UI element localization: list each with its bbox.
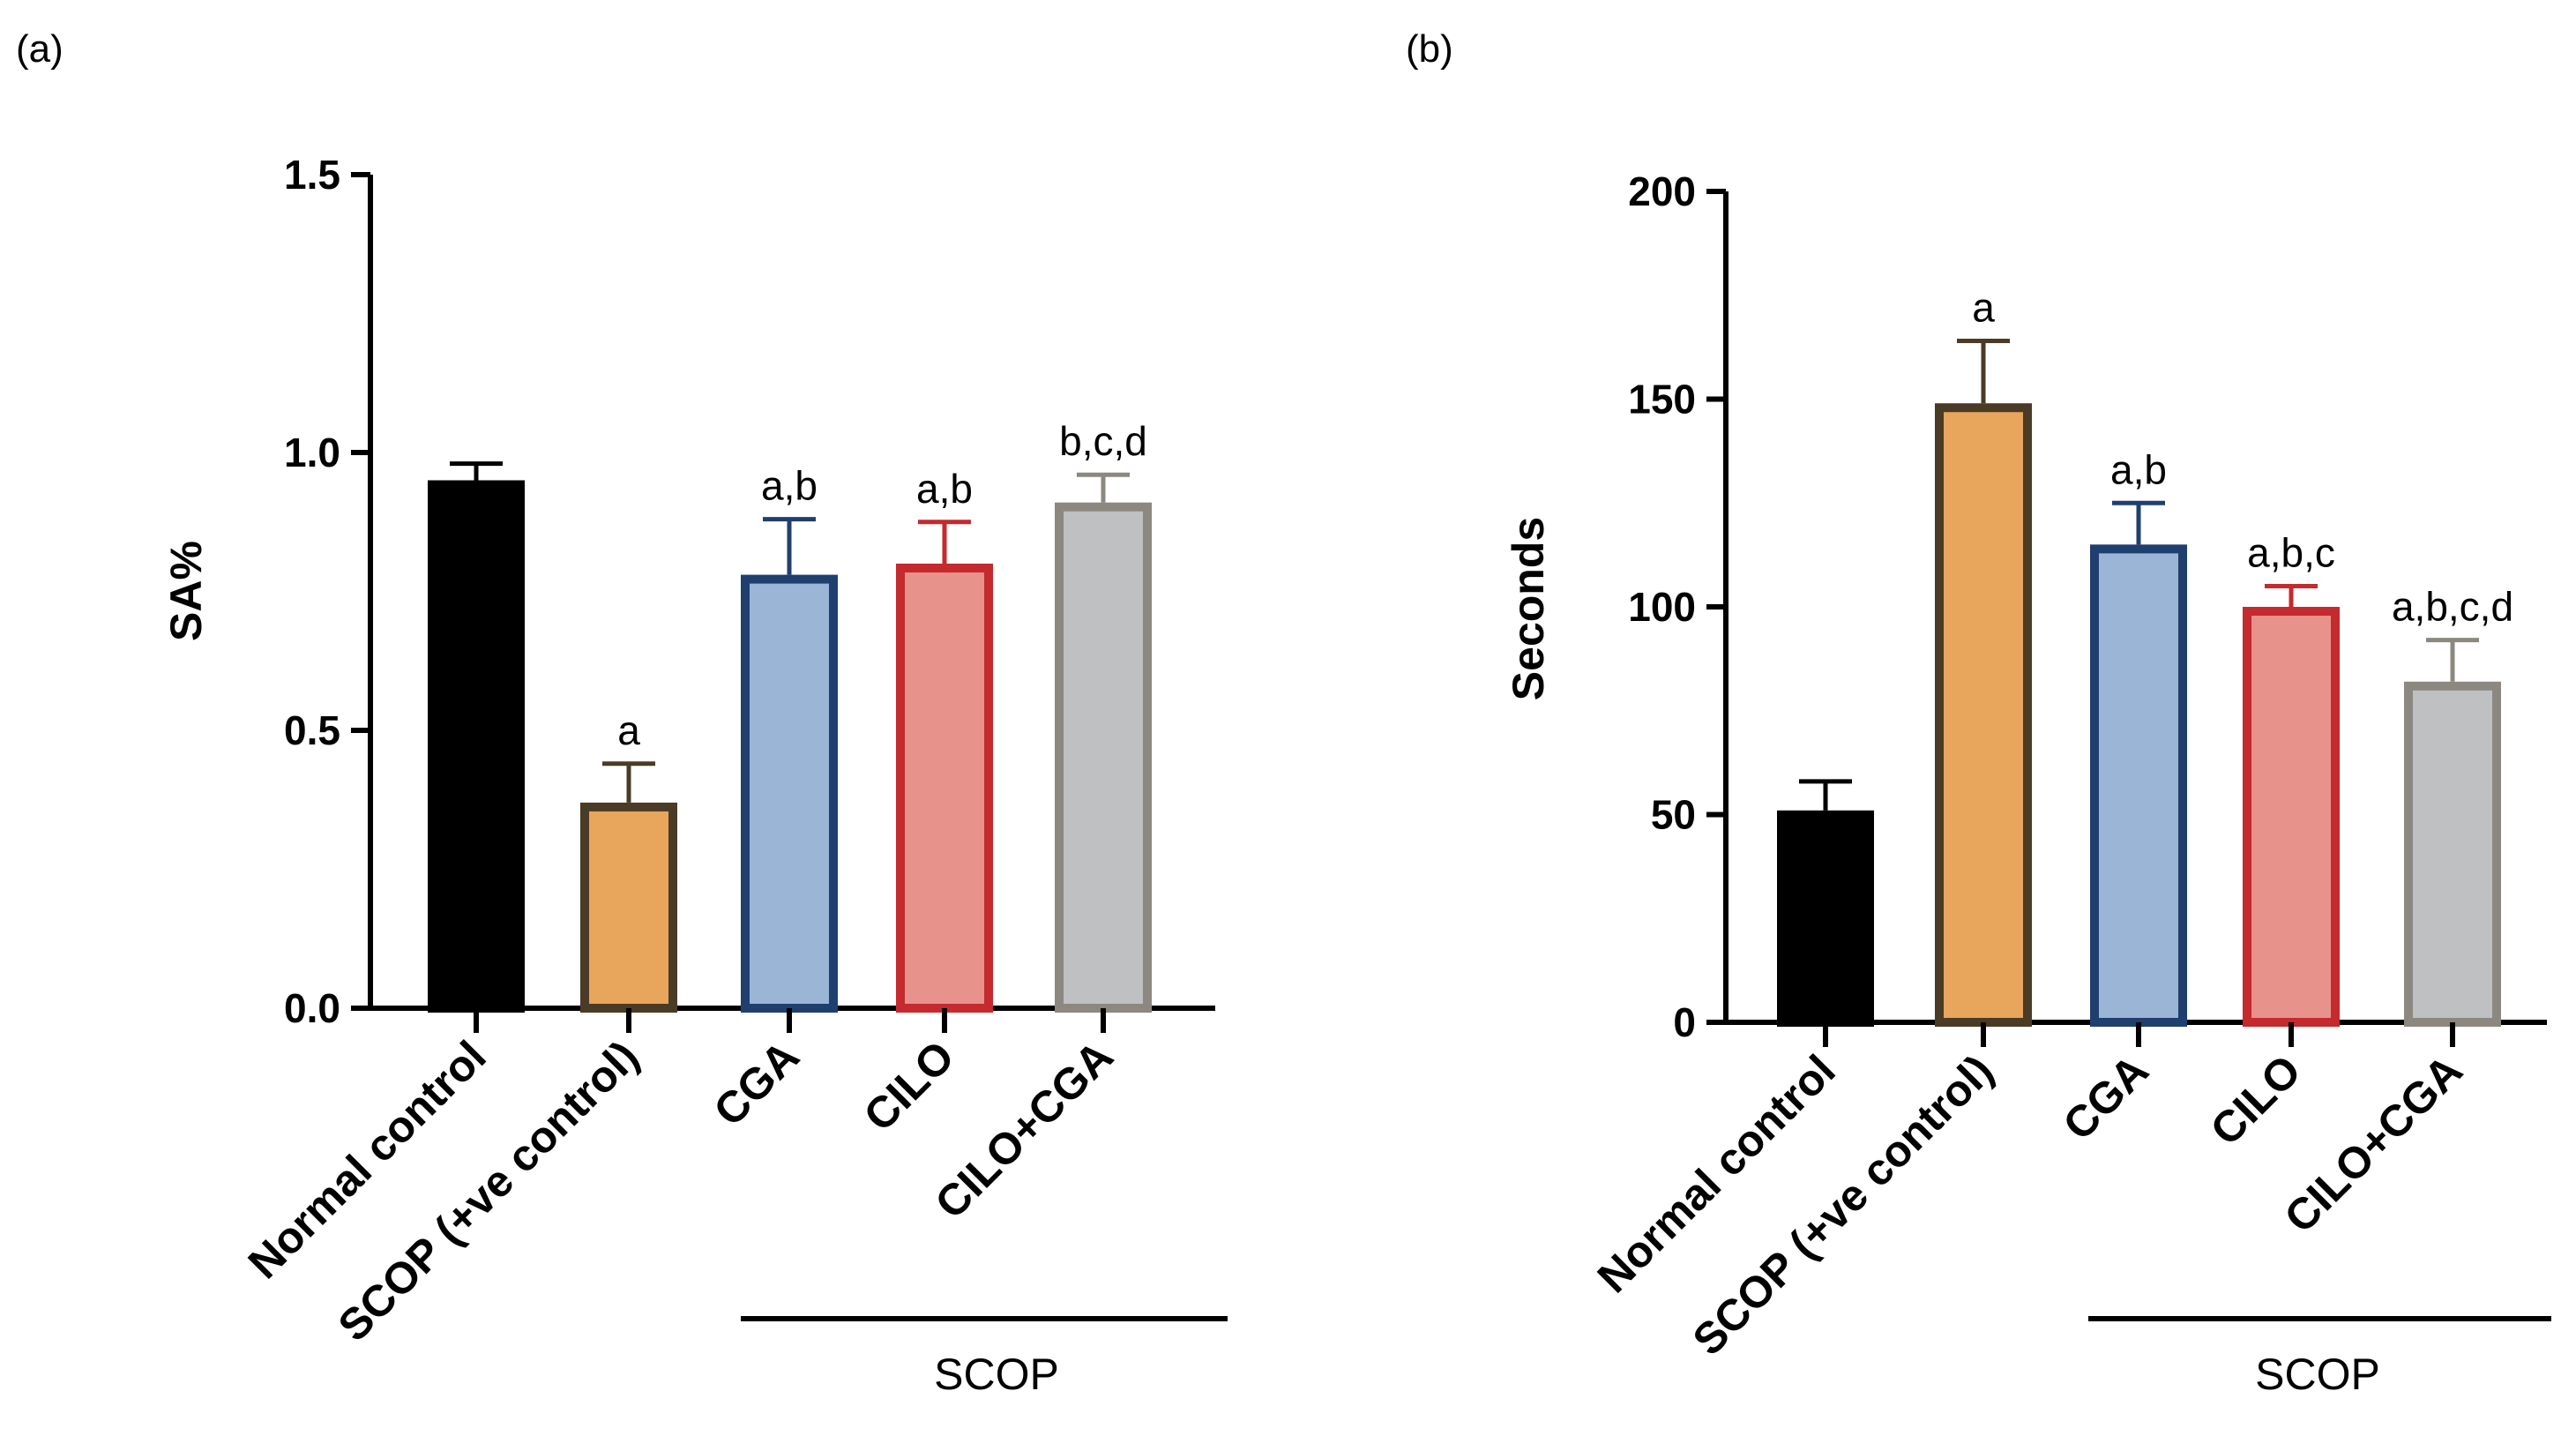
y-axis-title: SA%: [161, 541, 211, 641]
y-tick-label: 100: [1628, 584, 1696, 630]
significance-label: a,b,c,d: [2392, 584, 2513, 630]
significance-label: a,b: [2110, 446, 2167, 492]
category-label: SCOP (+ve control): [1684, 1045, 2003, 1365]
y-tick-label: 0: [1673, 999, 1696, 1045]
category-label: SCOP (+ve control): [329, 1031, 648, 1350]
bar: [741, 574, 838, 1013]
bar: [428, 480, 525, 1013]
category-label: CGA: [705, 1031, 809, 1135]
group-label: SCOP: [934, 1350, 1059, 1399]
panel-label: (a): [16, 27, 63, 71]
y-tick-label: 0.5: [284, 707, 340, 753]
significance-label: a,b,c: [2247, 529, 2335, 575]
significance-label: a: [617, 707, 640, 753]
bar: [580, 802, 677, 1013]
bar: [2243, 607, 2340, 1027]
bar: [1777, 810, 1874, 1027]
y-tick-label: 150: [1628, 377, 1696, 423]
bar: [2090, 544, 2187, 1027]
panel-label: (b): [1406, 27, 1453, 71]
bar: [2404, 681, 2501, 1028]
significance-label: a: [1972, 285, 1995, 331]
significance-label: a,b: [916, 466, 973, 512]
category-label: CILO: [855, 1031, 964, 1141]
category-label: CGA: [2054, 1045, 2158, 1149]
bar: [896, 564, 993, 1013]
y-tick-label: 50: [1651, 792, 1696, 838]
y-tick-label: 1.5: [284, 152, 340, 198]
y-tick-label: 200: [1628, 168, 1696, 214]
y-tick-label: 0.0: [284, 985, 340, 1031]
y-axis-title: Seconds: [1504, 517, 1553, 700]
y-tick-label: 1.0: [284, 430, 340, 475]
significance-label: b,c,d: [1059, 418, 1147, 464]
bar: [1055, 502, 1152, 1013]
significance-label: a,b: [761, 463, 818, 509]
category-label: CILO: [2201, 1045, 2311, 1155]
group-label: SCOP: [2255, 1350, 2380, 1399]
bar: [1935, 403, 2032, 1027]
